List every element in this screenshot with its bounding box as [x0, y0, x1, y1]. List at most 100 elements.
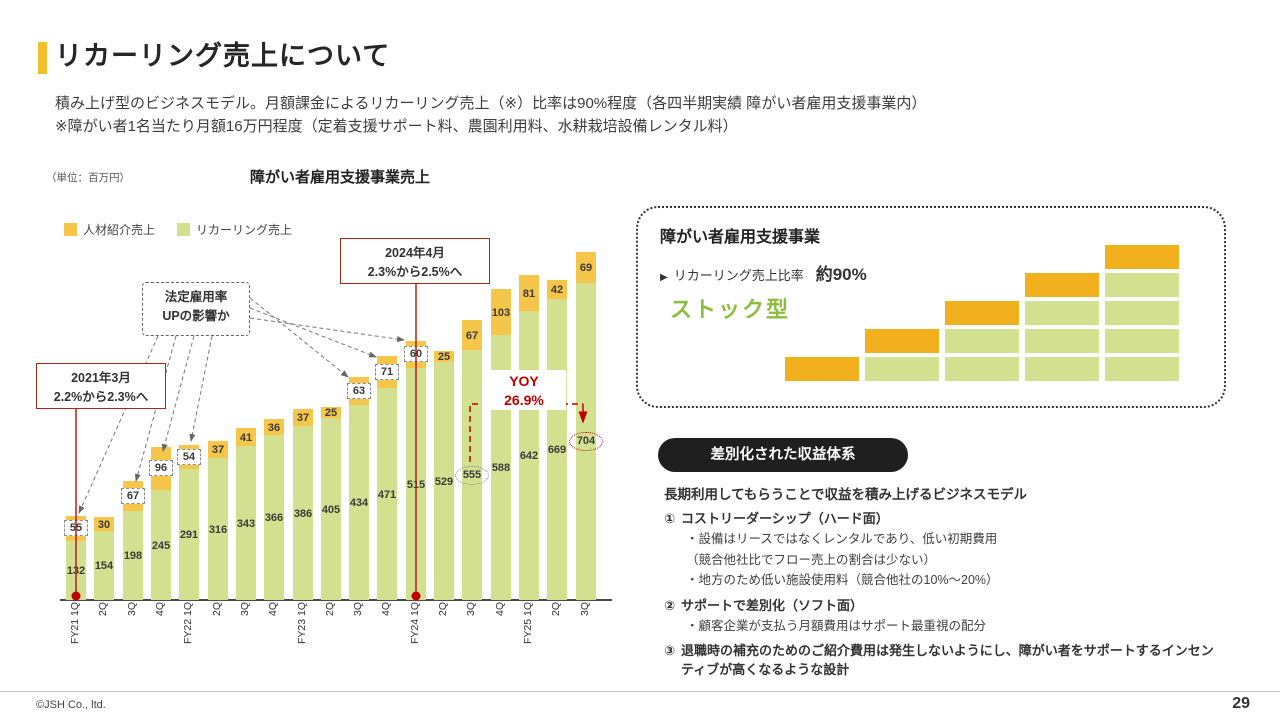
referral-value-label: 55: [64, 520, 88, 536]
panel-heading: 障がい者雇用支援事業: [660, 229, 821, 246]
referral-value-label: 30: [97, 519, 111, 531]
profit-lead: 長期利用してもらうことで収益を積み上げるビジネスモデル: [664, 487, 1028, 502]
bar-segment-recurring: [179, 469, 199, 600]
x-axis-label: 4Q: [494, 602, 506, 617]
recurring-value-label: 291: [179, 529, 199, 541]
stair-block-green: [945, 357, 1019, 381]
x-axis-label: 4Q: [267, 602, 279, 617]
referral-value-label: 71: [375, 364, 399, 380]
x-axis-labels: FY21 1Q 2Q 3Q 4Q FY22 1Q 2Q 3Q 4Q FY23 1Q 2Q 3Q 4Q F…: [62, 601, 608, 679]
legend-swatch-recurring: [177, 223, 191, 236]
profit-list: ① コストリーダーシップ（ハード面） ・設備はリースではなくレンタルであり、低い初期…: [664, 503, 1226, 679]
profit-badge: 差別化された収益体系: [658, 438, 908, 472]
stair-block-green: [1025, 301, 1099, 325]
referral-value-label: 96: [149, 460, 173, 476]
bar-segment-referral: [208, 441, 228, 458]
referral-value-label: 54: [177, 449, 201, 465]
recurring-value-label: 405: [321, 504, 341, 516]
recurring-value-label: 704: [569, 432, 603, 451]
legend-swatch-referral: [64, 223, 77, 236]
x-axis-label: 3Q: [126, 602, 138, 617]
recurring-value-label: 588: [491, 462, 511, 474]
recurring-value-label: 471: [377, 489, 397, 501]
footer-copyright: ©JSH Co., ltd.: [36, 699, 106, 711]
subtitle-line-1: 積み上げ型のビジネスモデル。月額課金によるリカーリング売上（※）比率は90%程度…: [55, 95, 927, 112]
x-axis-label: 3Q: [465, 602, 477, 617]
subtitle-line-2: ※障がい者1名当たり月額16万円程度（定着支援サポート料、農園利用料、水耕栽培設…: [55, 118, 738, 136]
referral-value-label: 37: [296, 412, 310, 424]
legend-label-recurring: リカーリング売上: [196, 223, 293, 237]
profit-item-detail: ・地方のため低い施設使用料（競合他社の10%〜20%）: [686, 573, 999, 588]
recurring-value-label: 555: [455, 466, 489, 485]
referral-value-label: 81: [522, 288, 536, 300]
bar-segment-referral: [547, 280, 567, 299]
referral-value-label: 36: [267, 422, 281, 434]
bar-segment-referral: [462, 320, 482, 350]
x-axis-label: 2Q: [211, 602, 223, 617]
bar-segment-referral: [519, 275, 539, 311]
profit-item-title: サポートで差別化（ソフト面）: [681, 597, 864, 613]
stair-block-green: [1025, 329, 1099, 353]
bar-segment-referral: [94, 517, 114, 531]
recurring-value-label: 154: [94, 560, 114, 572]
recurring-ratio-value: 約90%: [815, 265, 867, 284]
chart-title: 障がい者雇用支援事業売上: [249, 169, 430, 186]
recurring-value-label: 386: [293, 508, 313, 520]
recurring-ratio-row: ▶ リカーリング売上比率 約90%: [660, 260, 867, 285]
x-axis-label: FY21 1Q: [69, 602, 81, 645]
bar-segment-referral: [264, 419, 284, 435]
stair-block-yellow: [865, 329, 939, 353]
bar-segment-recurring: [123, 511, 143, 600]
referral-value-label: 103: [491, 307, 511, 319]
annotation-rate-2021: 2021年3月 2.2%から2.3%へ: [36, 363, 166, 409]
annotation-statutory-line2: UPの影響か: [162, 309, 230, 324]
annotation-rate-2024-line1: 2024年4月: [385, 246, 445, 260]
bar-segment-referral: [434, 351, 454, 362]
x-axis-label: 3Q: [352, 602, 364, 617]
referral-value-label: 63: [347, 383, 371, 399]
stair-block-yellow: [1025, 273, 1099, 297]
profit-item-detail: ・顧客企業が支払う月額費用はサポート最重視の配分: [686, 618, 987, 633]
annotation-rate-2024: 2024年4月 2.3%から2.5%へ: [340, 238, 490, 284]
chart-unit-label: （単位：百万円）: [46, 172, 130, 184]
x-axis-label: FY22 1Q: [182, 602, 194, 645]
x-axis-label: 4Q: [380, 602, 392, 617]
bar-segment-referral: [293, 409, 313, 426]
referral-value-label: 41: [239, 432, 253, 444]
annotation-yoy-value: 26.9%: [504, 391, 544, 408]
stair-block-green: [945, 329, 1019, 353]
profit-item: ② サポートで差別化（ソフト面）: [664, 597, 1226, 615]
stock-staircase-graphic: [785, 245, 1185, 409]
stair-block-yellow: [945, 301, 1019, 325]
referral-value-label: 67: [465, 330, 479, 342]
annotation-yoy: YOY 26.9%: [482, 370, 566, 410]
page-title: リカーリング売上について: [55, 41, 391, 71]
bar-segment-recurring: [434, 362, 454, 600]
recurring-value-label: 434: [349, 497, 369, 509]
profit-item-title: 退職時の補充のためのご紹介費用は発生しないようにし、障がい者をサポートするインセ…: [681, 643, 1214, 677]
bar-segment-recurring: [321, 418, 341, 600]
recurring-value-label: 366: [264, 512, 284, 524]
recurring-value-label: 198: [123, 550, 143, 562]
subtitle: 積み上げ型のビジネスモデル。月額課金によるリカーリング売上（※）比率は90%程度…: [55, 92, 1215, 139]
annotation-rate-2021-line1: 2021年3月: [71, 371, 131, 385]
x-axis-label: 2Q: [437, 602, 449, 617]
bar-segment-recurring: [94, 531, 114, 600]
bar-segment-recurring: [151, 490, 171, 600]
profit-item: ① コストリーダーシップ（ハード面）: [664, 510, 1226, 528]
x-axis-label: FY24 1Q: [409, 602, 421, 645]
referral-value-label: 25: [437, 351, 451, 363]
bar-segment-referral: [321, 407, 341, 418]
profit-item: ③ 退職時の補充のためのご紹介費用は発生しないようにし、障がい者をサポートするイン…: [664, 642, 1226, 678]
referral-value-label: 42: [550, 284, 564, 296]
page-number: 29: [1232, 695, 1250, 712]
bar-segment-referral: [576, 252, 596, 283]
profit-item-number: ③: [664, 643, 676, 659]
annotation-statutory-rate: 法定雇用率 UPの影響か: [142, 282, 250, 336]
x-axis-label: 2Q: [324, 602, 336, 617]
legend-label-referral: 人材紹介売上: [83, 223, 156, 237]
annotation-yoy-label: YOY: [509, 373, 539, 389]
profit-item-number: ②: [664, 597, 676, 613]
stair-block-green: [1105, 357, 1179, 381]
stair-block-yellow: [1105, 245, 1179, 269]
